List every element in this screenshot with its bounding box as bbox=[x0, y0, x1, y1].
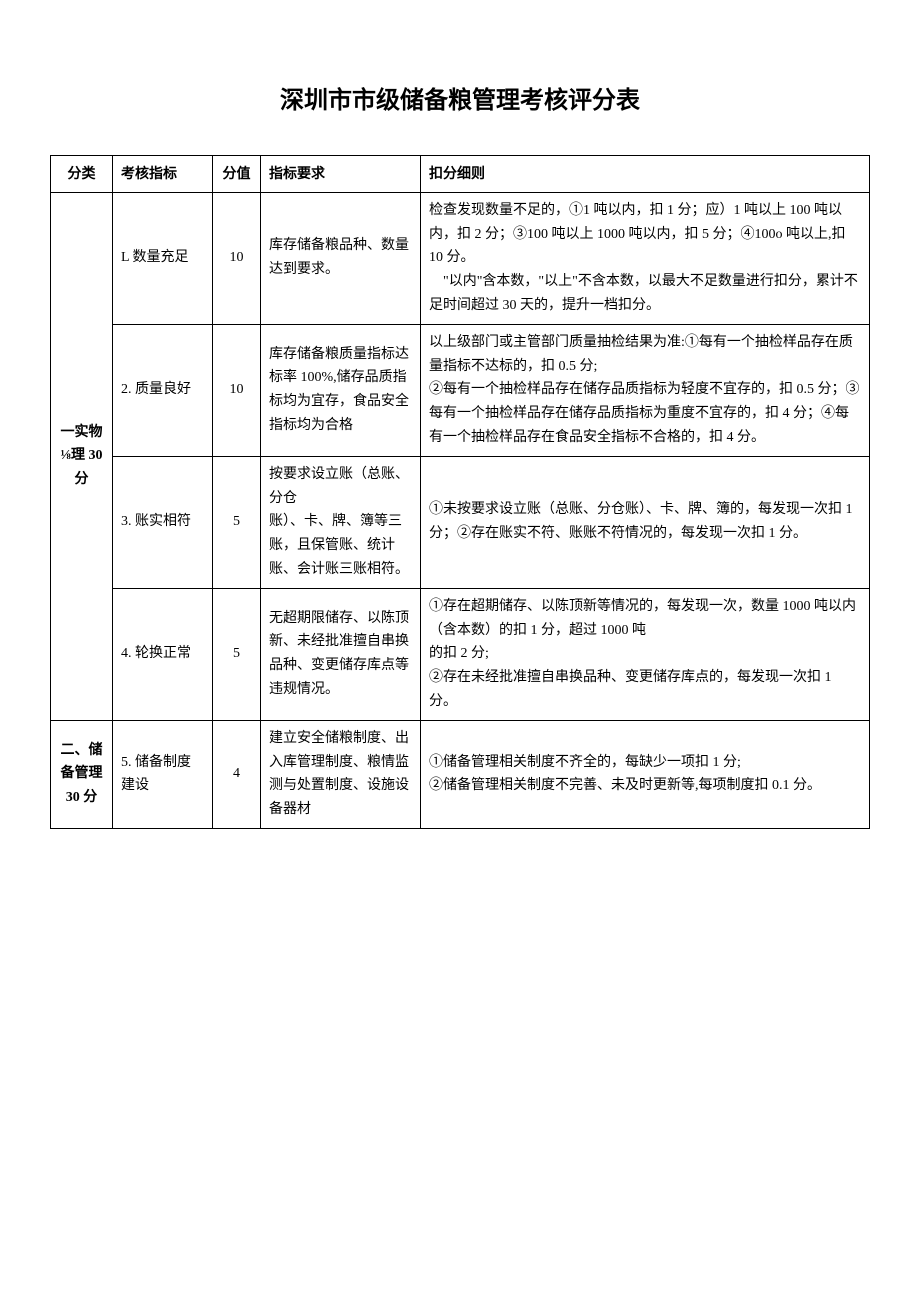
table-row: 3. 账实相符 5 按要求设立账（总账、分仓账）、卡、牌、簿等三账，且保管账、统… bbox=[51, 456, 870, 588]
header-rules: 扣分细则 bbox=[421, 156, 870, 193]
header-indicator: 考核指标 bbox=[113, 156, 213, 193]
score-cell: 10 bbox=[213, 324, 261, 456]
score-cell: 5 bbox=[213, 456, 261, 588]
rules-cell: 以上级部门或主管部门质量抽检结果为准:①每有一个抽检样品存在质量指标不达标的，扣… bbox=[421, 324, 870, 456]
header-score: 分值 bbox=[213, 156, 261, 193]
table-row: 4. 轮换正常 5 无超期限储存、以陈顶新、未经批准擅自串换品种、变更储存库点等… bbox=[51, 588, 870, 720]
rules-cell: ①未按要求设立账（总账、分仓账）、卡、牌、簿的，每发现一次扣 1 分；②存在账实… bbox=[421, 456, 870, 588]
page-title: 深圳市市级储备粮管理考核评分表 bbox=[50, 80, 870, 115]
table-row: 2. 质量良好 10 库存储备粮质量指标达标率 100%,储存品质指标均为宜存，… bbox=[51, 324, 870, 456]
evaluation-table: 分类 考核指标 分值 指标要求 扣分细则 一实物⅛理 30 分 L 数量充足 1… bbox=[50, 155, 870, 829]
indicator-cell: 2. 质量良好 bbox=[113, 324, 213, 456]
requirement-cell: 库存储备粮质量指标达标率 100%,储存品质指标均为宜存，食品安全指标均为合格 bbox=[261, 324, 421, 456]
requirement-cell: 按要求设立账（总账、分仓账）、卡、牌、簿等三账，且保管账、统计账、会计账三账相符… bbox=[261, 456, 421, 588]
indicator-cell: 4. 轮换正常 bbox=[113, 588, 213, 720]
header-requirement: 指标要求 bbox=[261, 156, 421, 193]
table-header-row: 分类 考核指标 分值 指标要求 扣分细则 bbox=[51, 156, 870, 193]
table-row: 一实物⅛理 30 分 L 数量充足 10 库存储备粮品种、数量达到要求。 检查发… bbox=[51, 192, 870, 324]
rules-cell: ①存在超期储存、以陈顶新等情况的，每发现一次，数量 1000 吨以内（含本数）的… bbox=[421, 588, 870, 720]
requirement-cell: 建立安全储粮制度、出入库管理制度、粮情监测与处置制度、设施设备器材 bbox=[261, 720, 421, 828]
score-cell: 4 bbox=[213, 720, 261, 828]
score-cell: 10 bbox=[213, 192, 261, 324]
score-cell: 5 bbox=[213, 588, 261, 720]
indicator-cell: L 数量充足 bbox=[113, 192, 213, 324]
rules-cell: 检查发现数量不足的，①1 吨以内，扣 1 分；应）1 吨以上 100 吨以内，扣… bbox=[421, 192, 870, 324]
requirement-cell: 库存储备粮品种、数量达到要求。 bbox=[261, 192, 421, 324]
table-row: 二、储备管理 30 分 5. 储备制度建设 4 建立安全储粮制度、出入库管理制度… bbox=[51, 720, 870, 828]
category-cell: 一实物⅛理 30 分 bbox=[51, 192, 113, 720]
rules-cell: ①储备管理相关制度不齐全的，每缺少一项扣 1 分;②储备管理相关制度不完善、未及… bbox=[421, 720, 870, 828]
header-category: 分类 bbox=[51, 156, 113, 193]
requirement-cell: 无超期限储存、以陈顶新、未经批准擅自串换品种、变更储存库点等违规情况。 bbox=[261, 588, 421, 720]
indicator-cell: 5. 储备制度建设 bbox=[113, 720, 213, 828]
indicator-cell: 3. 账实相符 bbox=[113, 456, 213, 588]
category-cell: 二、储备管理 30 分 bbox=[51, 720, 113, 828]
